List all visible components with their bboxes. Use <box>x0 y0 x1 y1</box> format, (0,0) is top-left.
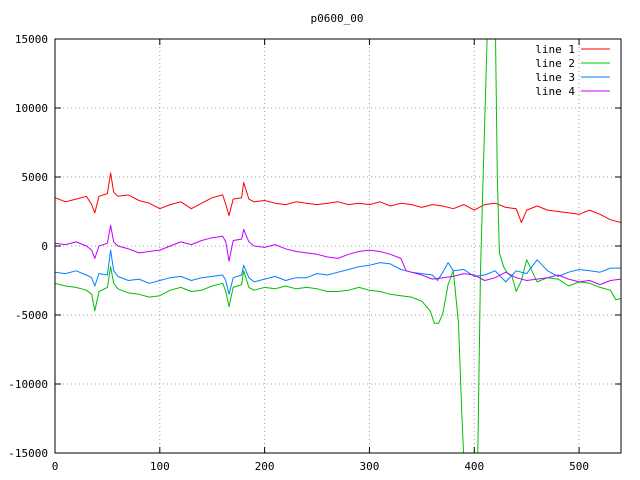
axis-ticks: 0 100 200 300 400 500 -15000 -10000 -5000 0 5000 10… <box>8 33 621 473</box>
y-tick-label: -15000 <box>8 447 48 460</box>
y-tick-label: 10000 <box>15 102 48 115</box>
x-tick-label: 300 <box>360 460 380 473</box>
y-tick-label: -10000 <box>8 378 48 391</box>
x-tick-label: 100 <box>150 460 170 473</box>
legend-label-4: line 4 <box>535 85 575 98</box>
legend-label-2: line 2 <box>535 57 575 70</box>
y-tick-label: 15000 <box>15 33 48 46</box>
y-tick-label: -5000 <box>15 309 48 322</box>
series-line-3 <box>55 249 621 295</box>
y-tick-label: 5000 <box>22 171 49 184</box>
legend-label-1: line 1 <box>535 43 575 56</box>
chart-title: p0600_00 <box>311 12 364 25</box>
gridlines <box>55 39 621 453</box>
x-tick-label: 400 <box>464 460 484 473</box>
series-group <box>55 39 621 453</box>
series-line-4 <box>55 224 621 286</box>
series-line-2 <box>55 39 621 453</box>
series-line-1 <box>55 172 621 223</box>
plot-frame <box>54 38 622 454</box>
legend-label-3: line 3 <box>535 71 575 84</box>
x-tick-label: 500 <box>569 460 589 473</box>
x-tick-label: 200 <box>255 460 275 473</box>
x-tick-label: 0 <box>52 460 59 473</box>
y-tick-label: 0 <box>41 240 48 253</box>
